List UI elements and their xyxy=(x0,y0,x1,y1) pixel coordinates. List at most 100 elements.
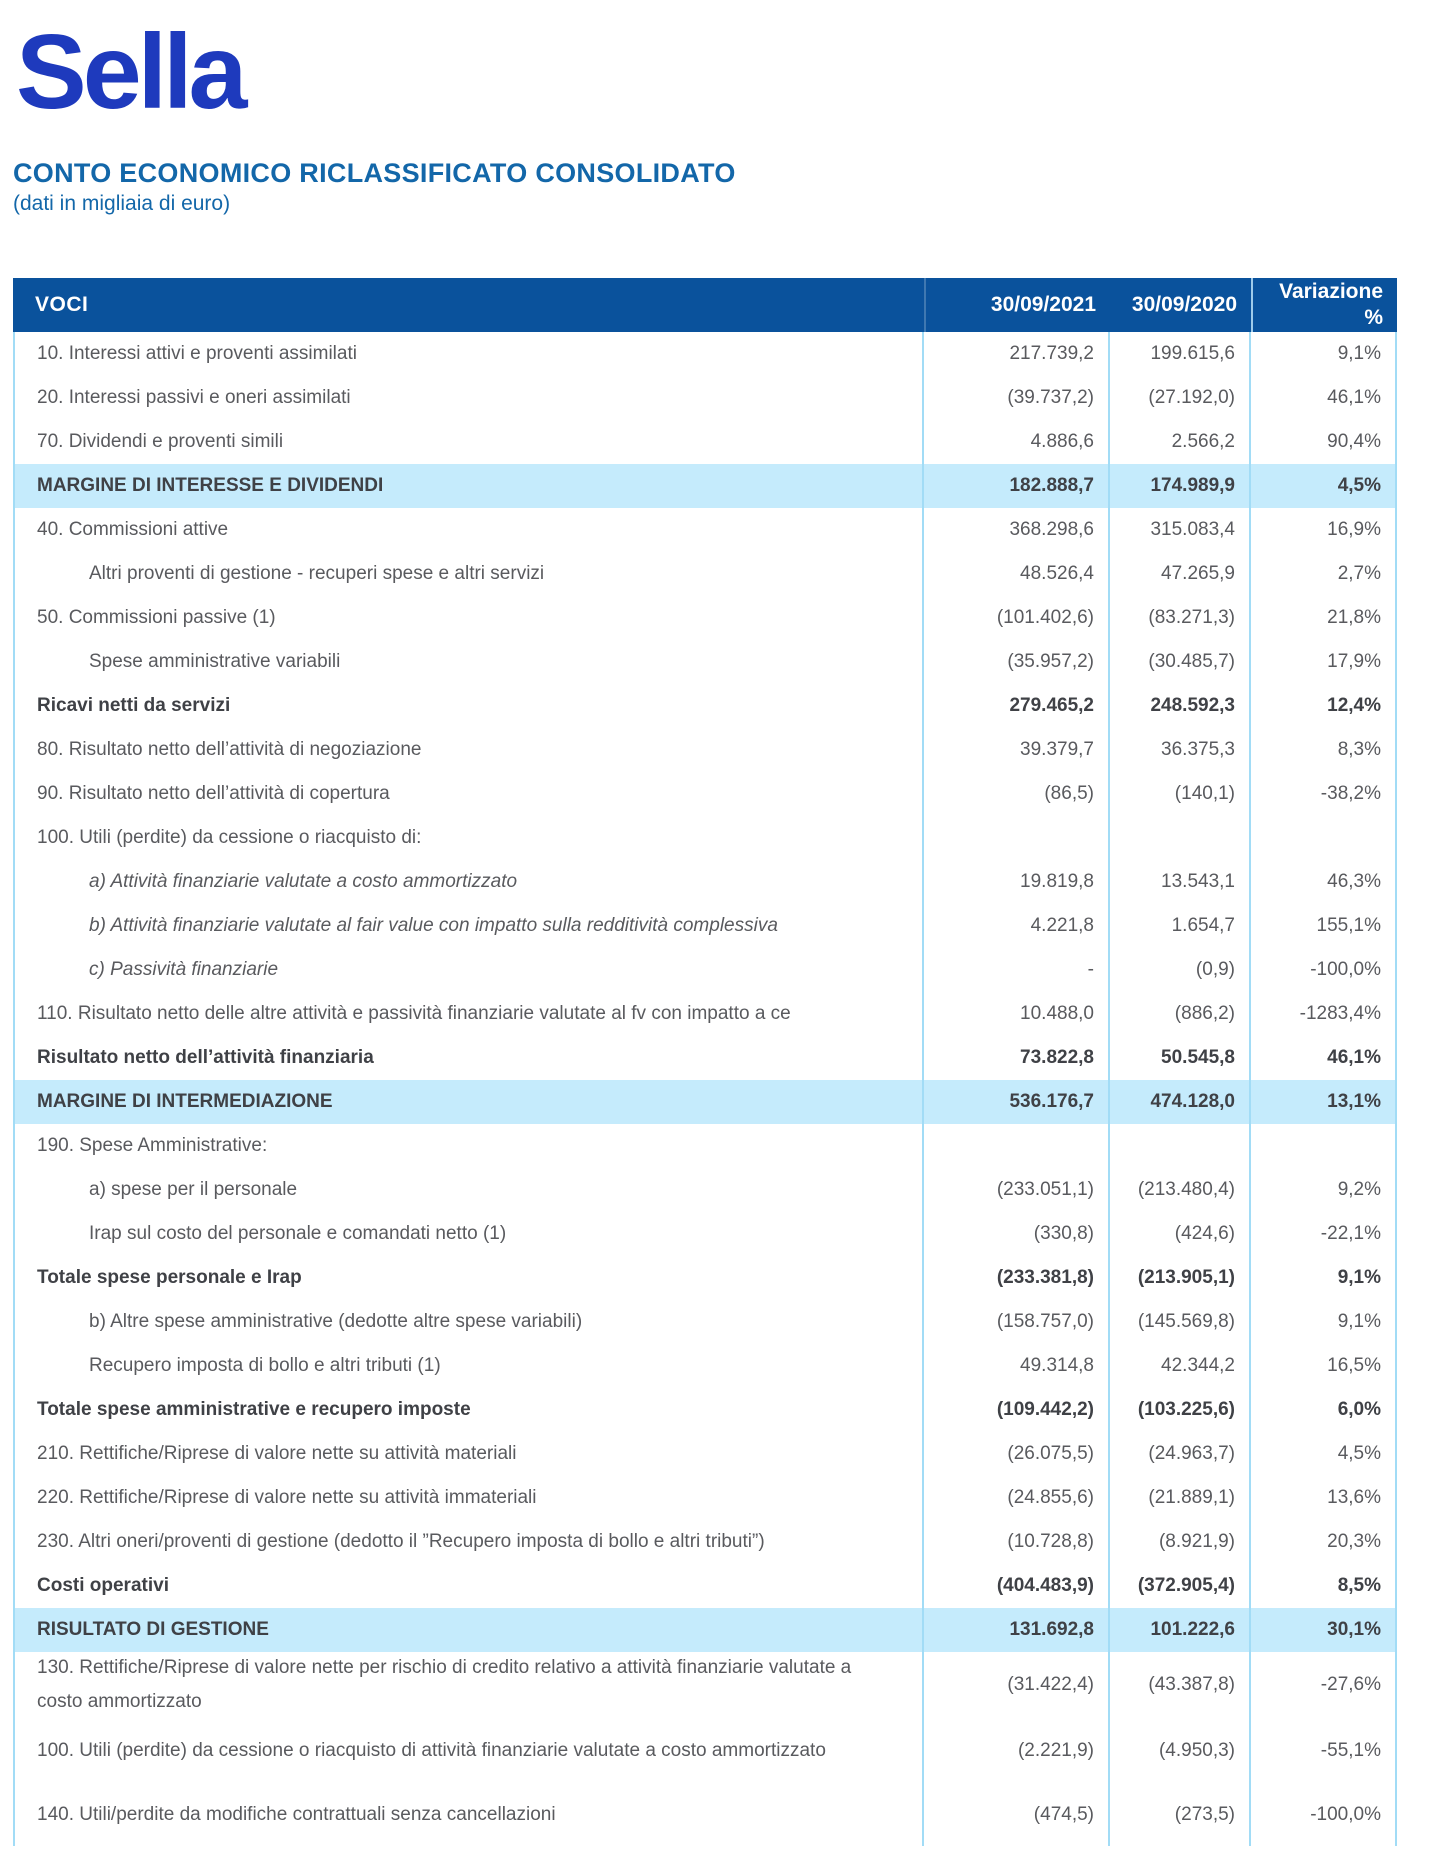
row-variation: 13,1% xyxy=(1249,1080,1395,1124)
table-row: Altri proventi di gestione - recuperi sp… xyxy=(15,552,1395,596)
row-value-2020: 2.566,2 xyxy=(1108,420,1249,464)
row-variation xyxy=(1249,1124,1395,1168)
row-variation: 9,1% xyxy=(1249,1256,1395,1300)
row-value-2021: - xyxy=(922,948,1108,992)
table-row: 20. Interessi passivi e oneri assimilati… xyxy=(15,376,1395,420)
row-value-2021: (2.221,9) xyxy=(922,1718,1108,1784)
row-variation: -100,0% xyxy=(1249,1784,1395,1846)
row-variation: 9,1% xyxy=(1249,332,1395,376)
table-row: c) Passività finanziarie - (0,9) -100,0% xyxy=(15,948,1395,992)
row-variation: 30,1% xyxy=(1249,1608,1395,1652)
row-variation: 4,5% xyxy=(1249,1432,1395,1476)
row-label: 110. Risultato netto delle altre attivit… xyxy=(37,1002,791,1024)
table-row: b) Altre spese amministrative (dedotte a… xyxy=(15,1300,1395,1344)
row-label: Spese amministrative variabili xyxy=(89,650,341,672)
row-variation xyxy=(1249,816,1395,860)
row-label: 20. Interessi passivi e oneri assimilati xyxy=(37,386,351,408)
page-subtitle: (dati in migliaia di euro) xyxy=(13,192,231,215)
row-label: Recupero imposta di bollo e altri tribut… xyxy=(89,1354,441,1376)
row-value-2020: 1.654,7 xyxy=(1108,904,1249,948)
row-value-2020: 36.375,3 xyxy=(1108,728,1249,772)
row-variation: 9,2% xyxy=(1249,1168,1395,1212)
row-label: 190. Spese Amministrative: xyxy=(37,1134,268,1156)
row-variation: -38,2% xyxy=(1249,772,1395,816)
table-row: Costi operativi (404.483,9) (372.905,4) 8,5… xyxy=(15,1564,1395,1608)
row-value-2020: 248.592,3 xyxy=(1108,684,1249,728)
row-value-2021: 19.819,8 xyxy=(922,860,1108,904)
table-row: RISULTATO DI GESTIONE 131.692,8 101.222,6 3… xyxy=(15,1608,1395,1652)
row-value-2020: (8.921,9) xyxy=(1108,1520,1249,1564)
sella-logo: Sella xyxy=(16,13,248,131)
row-variation: 17,9% xyxy=(1249,640,1395,684)
row-label: 100. Utili (perdite) da cessione o riacq… xyxy=(37,826,422,848)
row-value-2021 xyxy=(922,1124,1108,1168)
table-row: 210. Rettifiche/Riprese di valore nette … xyxy=(15,1432,1395,1476)
page-title: CONTO ECONOMICO RICLASSIFICATO CONSOLIDA… xyxy=(13,158,736,188)
table-row: 90. Risultato netto dell’attività di cop… xyxy=(15,772,1395,816)
row-variation: 90,4% xyxy=(1249,420,1395,464)
row-variation: 20,3% xyxy=(1249,1520,1395,1564)
row-label: Totale spese amministrative e recupero i… xyxy=(37,1398,471,1420)
row-label: 80. Risultato netto dell’attività di neg… xyxy=(37,738,422,760)
row-label: 140. Utili/perdite da modifiche contratt… xyxy=(37,1803,556,1825)
row-label: Totale spese personale e Irap xyxy=(37,1266,302,1288)
row-value-2020 xyxy=(1108,816,1249,860)
row-label: MARGINE DI INTERESSE E DIVIDENDI xyxy=(37,474,384,496)
header-variation-label: Variazione % xyxy=(1279,279,1383,329)
row-value-2021: 536.176,7 xyxy=(922,1080,1108,1124)
table-row: Recupero imposta di bollo e altri tribut… xyxy=(15,1344,1395,1388)
row-value-2020: (424,6) xyxy=(1108,1212,1249,1256)
table-row: b) Attività finanziarie valutate al fair… xyxy=(15,904,1395,948)
row-variation: 46,1% xyxy=(1249,376,1395,420)
table-row: 70. Dividendi e proventi simili 4.886,6 2.… xyxy=(15,420,1395,464)
row-value-2021: (474,5) xyxy=(922,1784,1108,1846)
row-label: 40. Commissioni attive xyxy=(37,518,229,540)
row-label: 100. Utili (perdite) da cessione o riacq… xyxy=(37,1740,826,1761)
income-statement-table: VOCI 30/09/2021 30/09/2020 Variazione % … xyxy=(13,278,1397,1846)
row-value-2020: (0,9) xyxy=(1108,948,1249,992)
row-value-2020: (4.950,3) xyxy=(1108,1718,1249,1784)
row-value-2021: 131.692,8 xyxy=(922,1608,1108,1652)
table-row: 130. Rettifiche/Riprese di valore nette … xyxy=(15,1652,1395,1718)
table-header-row: VOCI 30/09/2021 30/09/2020 Variazione % xyxy=(13,278,1397,332)
row-variation: 6,0% xyxy=(1249,1388,1395,1432)
row-value-2021: 279.465,2 xyxy=(922,684,1108,728)
row-value-2021: 49.314,8 xyxy=(922,1344,1108,1388)
row-label: 70. Dividendi e proventi simili xyxy=(37,430,284,452)
table-row: 100. Utili (perdite) da cessione o riacq… xyxy=(15,1718,1395,1784)
row-value-2021: (26.075,5) xyxy=(922,1432,1108,1476)
row-value-2021: 217.739,2 xyxy=(922,332,1108,376)
row-value-2020: (273,5) xyxy=(1108,1784,1249,1846)
row-variation: 9,1% xyxy=(1249,1300,1395,1344)
row-variation: -1283,4% xyxy=(1249,992,1395,1036)
row-variation: 46,1% xyxy=(1249,1036,1395,1080)
row-variation: 13,6% xyxy=(1249,1476,1395,1520)
row-value-2020: 315.083,4 xyxy=(1108,508,1249,552)
row-variation: -27,6% xyxy=(1249,1652,1395,1718)
row-value-2020: (886,2) xyxy=(1108,992,1249,1036)
row-value-2020: 101.222,6 xyxy=(1108,1608,1249,1652)
row-variation: 16,9% xyxy=(1249,508,1395,552)
table-row: 80. Risultato netto dell’attività di neg… xyxy=(15,728,1395,772)
row-value-2020: (103.225,6) xyxy=(1108,1388,1249,1432)
row-value-2020: 174.989,9 xyxy=(1108,464,1249,508)
header-date-2021: 30/09/2021 xyxy=(924,278,1110,332)
row-value-2021: (109.442,2) xyxy=(922,1388,1108,1432)
row-value-2021: (31.422,4) xyxy=(922,1652,1108,1718)
table-row: 140. Utili/perdite da modifiche contratt… xyxy=(15,1784,1395,1846)
row-label: c) Passività finanziarie xyxy=(89,958,279,980)
row-value-2021: (404.483,9) xyxy=(922,1564,1108,1608)
header-date-2020: 30/09/2020 xyxy=(1131,293,1237,316)
row-label: Altri proventi di gestione - recuperi sp… xyxy=(89,562,545,584)
table-row: 40. Commissioni attive 368.298,6 315.083,4… xyxy=(15,508,1395,552)
row-label: Irap sul costo del personale e comandati… xyxy=(89,1222,507,1244)
row-value-2020: (27.192,0) xyxy=(1108,376,1249,420)
row-label: 10. Interessi attivi e proventi assimila… xyxy=(37,342,357,364)
row-label: 220. Rettifiche/Riprese di valore nette … xyxy=(37,1486,537,1508)
row-value-2021: (86,5) xyxy=(922,772,1108,816)
row-label: a) spese per il personale xyxy=(89,1178,298,1200)
row-value-2021: 10.488,0 xyxy=(922,992,1108,1036)
row-variation: 12,4% xyxy=(1249,684,1395,728)
row-value-2021: (158.757,0) xyxy=(922,1300,1108,1344)
row-label: Ricavi netti da servizi xyxy=(37,694,231,716)
